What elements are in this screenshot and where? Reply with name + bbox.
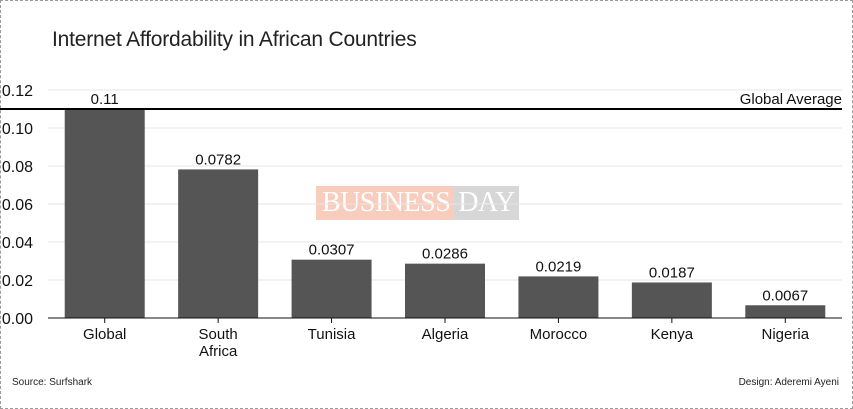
y-tick-label: 0.10 xyxy=(2,121,33,138)
y-tick-label: 0.00 xyxy=(2,311,33,328)
source-note: Source: Surfshark xyxy=(12,377,93,388)
bar xyxy=(178,169,259,318)
data-label: 0.0187 xyxy=(649,264,695,281)
data-label: 0.0307 xyxy=(309,242,355,259)
data-label: 0.11 xyxy=(91,91,119,108)
data-label: 0.0219 xyxy=(535,258,581,275)
y-tick-label: 0.02 xyxy=(2,273,33,290)
y-tick-label: 0.12 xyxy=(2,83,33,100)
x-tick-label: Global xyxy=(83,326,126,343)
bar xyxy=(745,305,826,318)
x-tick-label: Nigeria xyxy=(762,326,810,343)
bar xyxy=(631,282,712,318)
global-average-label: Global Average xyxy=(740,91,842,108)
data-label: 0.0067 xyxy=(762,287,808,304)
x-tick-label: Tunisia xyxy=(308,326,356,343)
y-tick-label: 0.08 xyxy=(2,159,33,176)
businessday-watermark: BUSINESS DAY xyxy=(316,186,519,220)
x-tick-label: Kenya xyxy=(651,326,694,343)
x-tick-label: South Africa xyxy=(199,326,238,360)
watermark-day: DAY xyxy=(454,186,519,220)
y-tick-label: 0.06 xyxy=(2,197,33,214)
bar xyxy=(291,259,372,318)
design-credit: Design: Aderemi Ayeni xyxy=(738,377,839,388)
data-label: 0.0286 xyxy=(422,246,468,263)
bar xyxy=(405,263,485,318)
chart-title: Internet Affordability in African Countr… xyxy=(52,28,417,51)
watermark-business: BUSINESS xyxy=(316,186,455,220)
data-label: 0.0782 xyxy=(195,151,241,168)
y-tick-label: 0.04 xyxy=(2,235,33,252)
x-tick-label: Morocco xyxy=(530,326,588,343)
bar xyxy=(64,109,145,318)
x-tick-label: Algeria xyxy=(422,326,469,343)
bar xyxy=(518,276,599,318)
